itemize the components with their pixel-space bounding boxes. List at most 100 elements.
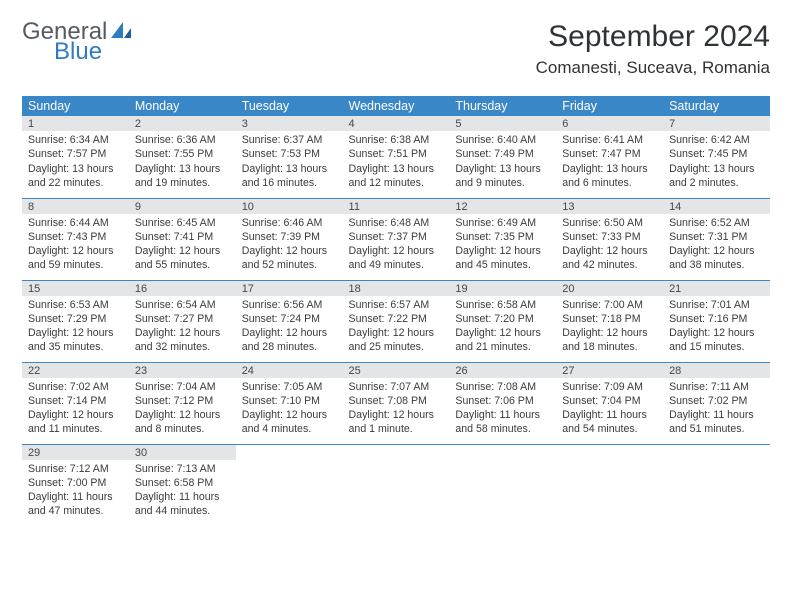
sunrise-text: Sunrise: 7:00 AM xyxy=(562,298,657,312)
sunset-text: Sunset: 7:29 PM xyxy=(28,312,123,326)
daylight-line2: and 45 minutes. xyxy=(455,258,550,272)
week-row: 8Sunrise: 6:44 AMSunset: 7:43 PMDaylight… xyxy=(22,198,770,280)
day-cell xyxy=(343,444,450,526)
daylight-line1: Daylight: 11 hours xyxy=(135,490,230,504)
day-cell: 5Sunrise: 6:40 AMSunset: 7:49 PMDaylight… xyxy=(449,116,556,198)
logo: General Blue xyxy=(22,20,135,64)
day-number: 17 xyxy=(236,281,343,296)
sunset-text: Sunset: 7:06 PM xyxy=(455,394,550,408)
day-cell: 25Sunrise: 7:07 AMSunset: 7:08 PMDayligh… xyxy=(343,362,450,444)
day-number: 15 xyxy=(22,281,129,296)
day-number: 19 xyxy=(449,281,556,296)
daylight-line1: Daylight: 12 hours xyxy=(135,244,230,258)
week-row: 1Sunrise: 6:34 AMSunset: 7:57 PMDaylight… xyxy=(22,116,770,198)
sunset-text: Sunset: 7:55 PM xyxy=(135,147,230,161)
day-cell: 15Sunrise: 6:53 AMSunset: 7:29 PMDayligh… xyxy=(22,280,129,362)
sunrise-text: Sunrise: 7:12 AM xyxy=(28,462,123,476)
sunset-text: Sunset: 7:10 PM xyxy=(242,394,337,408)
sunrise-text: Sunrise: 7:09 AM xyxy=(562,380,657,394)
day-cell: 9Sunrise: 6:45 AMSunset: 7:41 PMDaylight… xyxy=(129,198,236,280)
sunrise-text: Sunrise: 7:08 AM xyxy=(455,380,550,394)
day-body: Sunrise: 6:45 AMSunset: 7:41 PMDaylight:… xyxy=(129,214,236,277)
day-body: Sunrise: 6:57 AMSunset: 7:22 PMDaylight:… xyxy=(343,296,450,359)
day-cell xyxy=(556,444,663,526)
day-cell: 24Sunrise: 7:05 AMSunset: 7:10 PMDayligh… xyxy=(236,362,343,444)
sunset-text: Sunset: 7:18 PM xyxy=(562,312,657,326)
day-body: Sunrise: 7:00 AMSunset: 7:18 PMDaylight:… xyxy=(556,296,663,359)
daylight-line2: and 44 minutes. xyxy=(135,504,230,518)
day-cell: 11Sunrise: 6:48 AMSunset: 7:37 PMDayligh… xyxy=(343,198,450,280)
daylight-line2: and 19 minutes. xyxy=(135,176,230,190)
day-number: 8 xyxy=(22,199,129,214)
daylight-line1: Daylight: 12 hours xyxy=(349,408,444,422)
day-body: Sunrise: 7:12 AMSunset: 7:00 PMDaylight:… xyxy=(22,460,129,523)
day-cell: 30Sunrise: 7:13 AMSunset: 6:58 PMDayligh… xyxy=(129,444,236,526)
daylight-line2: and 12 minutes. xyxy=(349,176,444,190)
daylight-line2: and 18 minutes. xyxy=(562,340,657,354)
title-block: September 2024 Comanesti, Suceava, Roman… xyxy=(536,20,770,78)
day-number: 18 xyxy=(343,281,450,296)
sunrise-text: Sunrise: 6:50 AM xyxy=(562,216,657,230)
day-cell: 10Sunrise: 6:46 AMSunset: 7:39 PMDayligh… xyxy=(236,198,343,280)
sunrise-text: Sunrise: 6:56 AM xyxy=(242,298,337,312)
daylight-line2: and 9 minutes. xyxy=(455,176,550,190)
sunset-text: Sunset: 6:58 PM xyxy=(135,476,230,490)
sunrise-text: Sunrise: 6:41 AM xyxy=(562,133,657,147)
sunrise-text: Sunrise: 6:57 AM xyxy=(349,298,444,312)
day-body: Sunrise: 6:50 AMSunset: 7:33 PMDaylight:… xyxy=(556,214,663,277)
day-number: 26 xyxy=(449,363,556,378)
day-cell: 4Sunrise: 6:38 AMSunset: 7:51 PMDaylight… xyxy=(343,116,450,198)
day-body: Sunrise: 6:49 AMSunset: 7:35 PMDaylight:… xyxy=(449,214,556,277)
daylight-line2: and 4 minutes. xyxy=(242,422,337,436)
day-cell: 16Sunrise: 6:54 AMSunset: 7:27 PMDayligh… xyxy=(129,280,236,362)
day-number: 20 xyxy=(556,281,663,296)
daylight-line2: and 16 minutes. xyxy=(242,176,337,190)
daylight-line1: Daylight: 13 hours xyxy=(28,162,123,176)
day-number: 5 xyxy=(449,116,556,131)
sunrise-text: Sunrise: 7:01 AM xyxy=(669,298,764,312)
day-number: 30 xyxy=(129,445,236,460)
sunset-text: Sunset: 7:04 PM xyxy=(562,394,657,408)
daylight-line2: and 51 minutes. xyxy=(669,422,764,436)
day-cell: 26Sunrise: 7:08 AMSunset: 7:06 PMDayligh… xyxy=(449,362,556,444)
daylight-line2: and 6 minutes. xyxy=(562,176,657,190)
daylight-line2: and 22 minutes. xyxy=(28,176,123,190)
sunset-text: Sunset: 7:51 PM xyxy=(349,147,444,161)
day-cell: 7Sunrise: 6:42 AMSunset: 7:45 PMDaylight… xyxy=(663,116,770,198)
sunset-text: Sunset: 7:33 PM xyxy=(562,230,657,244)
day-number: 14 xyxy=(663,199,770,214)
day-cell: 23Sunrise: 7:04 AMSunset: 7:12 PMDayligh… xyxy=(129,362,236,444)
daylight-line1: Daylight: 11 hours xyxy=(455,408,550,422)
day-cell: 3Sunrise: 6:37 AMSunset: 7:53 PMDaylight… xyxy=(236,116,343,198)
sunrise-text: Sunrise: 7:04 AM xyxy=(135,380,230,394)
day-cell: 2Sunrise: 6:36 AMSunset: 7:55 PMDaylight… xyxy=(129,116,236,198)
daylight-line1: Daylight: 11 hours xyxy=(562,408,657,422)
sunrise-text: Sunrise: 6:58 AM xyxy=(455,298,550,312)
day-body: Sunrise: 7:05 AMSunset: 7:10 PMDaylight:… xyxy=(236,378,343,441)
day-body: Sunrise: 6:42 AMSunset: 7:45 PMDaylight:… xyxy=(663,131,770,194)
weekday-header: Wednesday xyxy=(343,96,450,116)
sunrise-text: Sunrise: 6:49 AM xyxy=(455,216,550,230)
sunset-text: Sunset: 7:00 PM xyxy=(28,476,123,490)
sunset-text: Sunset: 7:35 PM xyxy=(455,230,550,244)
sunrise-text: Sunrise: 6:46 AM xyxy=(242,216,337,230)
day-body: Sunrise: 7:07 AMSunset: 7:08 PMDaylight:… xyxy=(343,378,450,441)
day-cell: 28Sunrise: 7:11 AMSunset: 7:02 PMDayligh… xyxy=(663,362,770,444)
sunset-text: Sunset: 7:22 PM xyxy=(349,312,444,326)
daylight-line2: and 25 minutes. xyxy=(349,340,444,354)
page-header: General Blue September 2024 Comanesti, S… xyxy=(22,20,770,78)
sunset-text: Sunset: 7:08 PM xyxy=(349,394,444,408)
sunset-text: Sunset: 7:31 PM xyxy=(669,230,764,244)
weekday-header: Friday xyxy=(556,96,663,116)
daylight-line2: and 52 minutes. xyxy=(242,258,337,272)
day-body: Sunrise: 6:48 AMSunset: 7:37 PMDaylight:… xyxy=(343,214,450,277)
logo-text-blue: Blue xyxy=(54,40,135,64)
daylight-line1: Daylight: 13 hours xyxy=(669,162,764,176)
day-cell xyxy=(449,444,556,526)
day-cell: 19Sunrise: 6:58 AMSunset: 7:20 PMDayligh… xyxy=(449,280,556,362)
day-body: Sunrise: 6:44 AMSunset: 7:43 PMDaylight:… xyxy=(22,214,129,277)
day-cell: 8Sunrise: 6:44 AMSunset: 7:43 PMDaylight… xyxy=(22,198,129,280)
day-body: Sunrise: 7:08 AMSunset: 7:06 PMDaylight:… xyxy=(449,378,556,441)
sunset-text: Sunset: 7:27 PM xyxy=(135,312,230,326)
day-number: 13 xyxy=(556,199,663,214)
